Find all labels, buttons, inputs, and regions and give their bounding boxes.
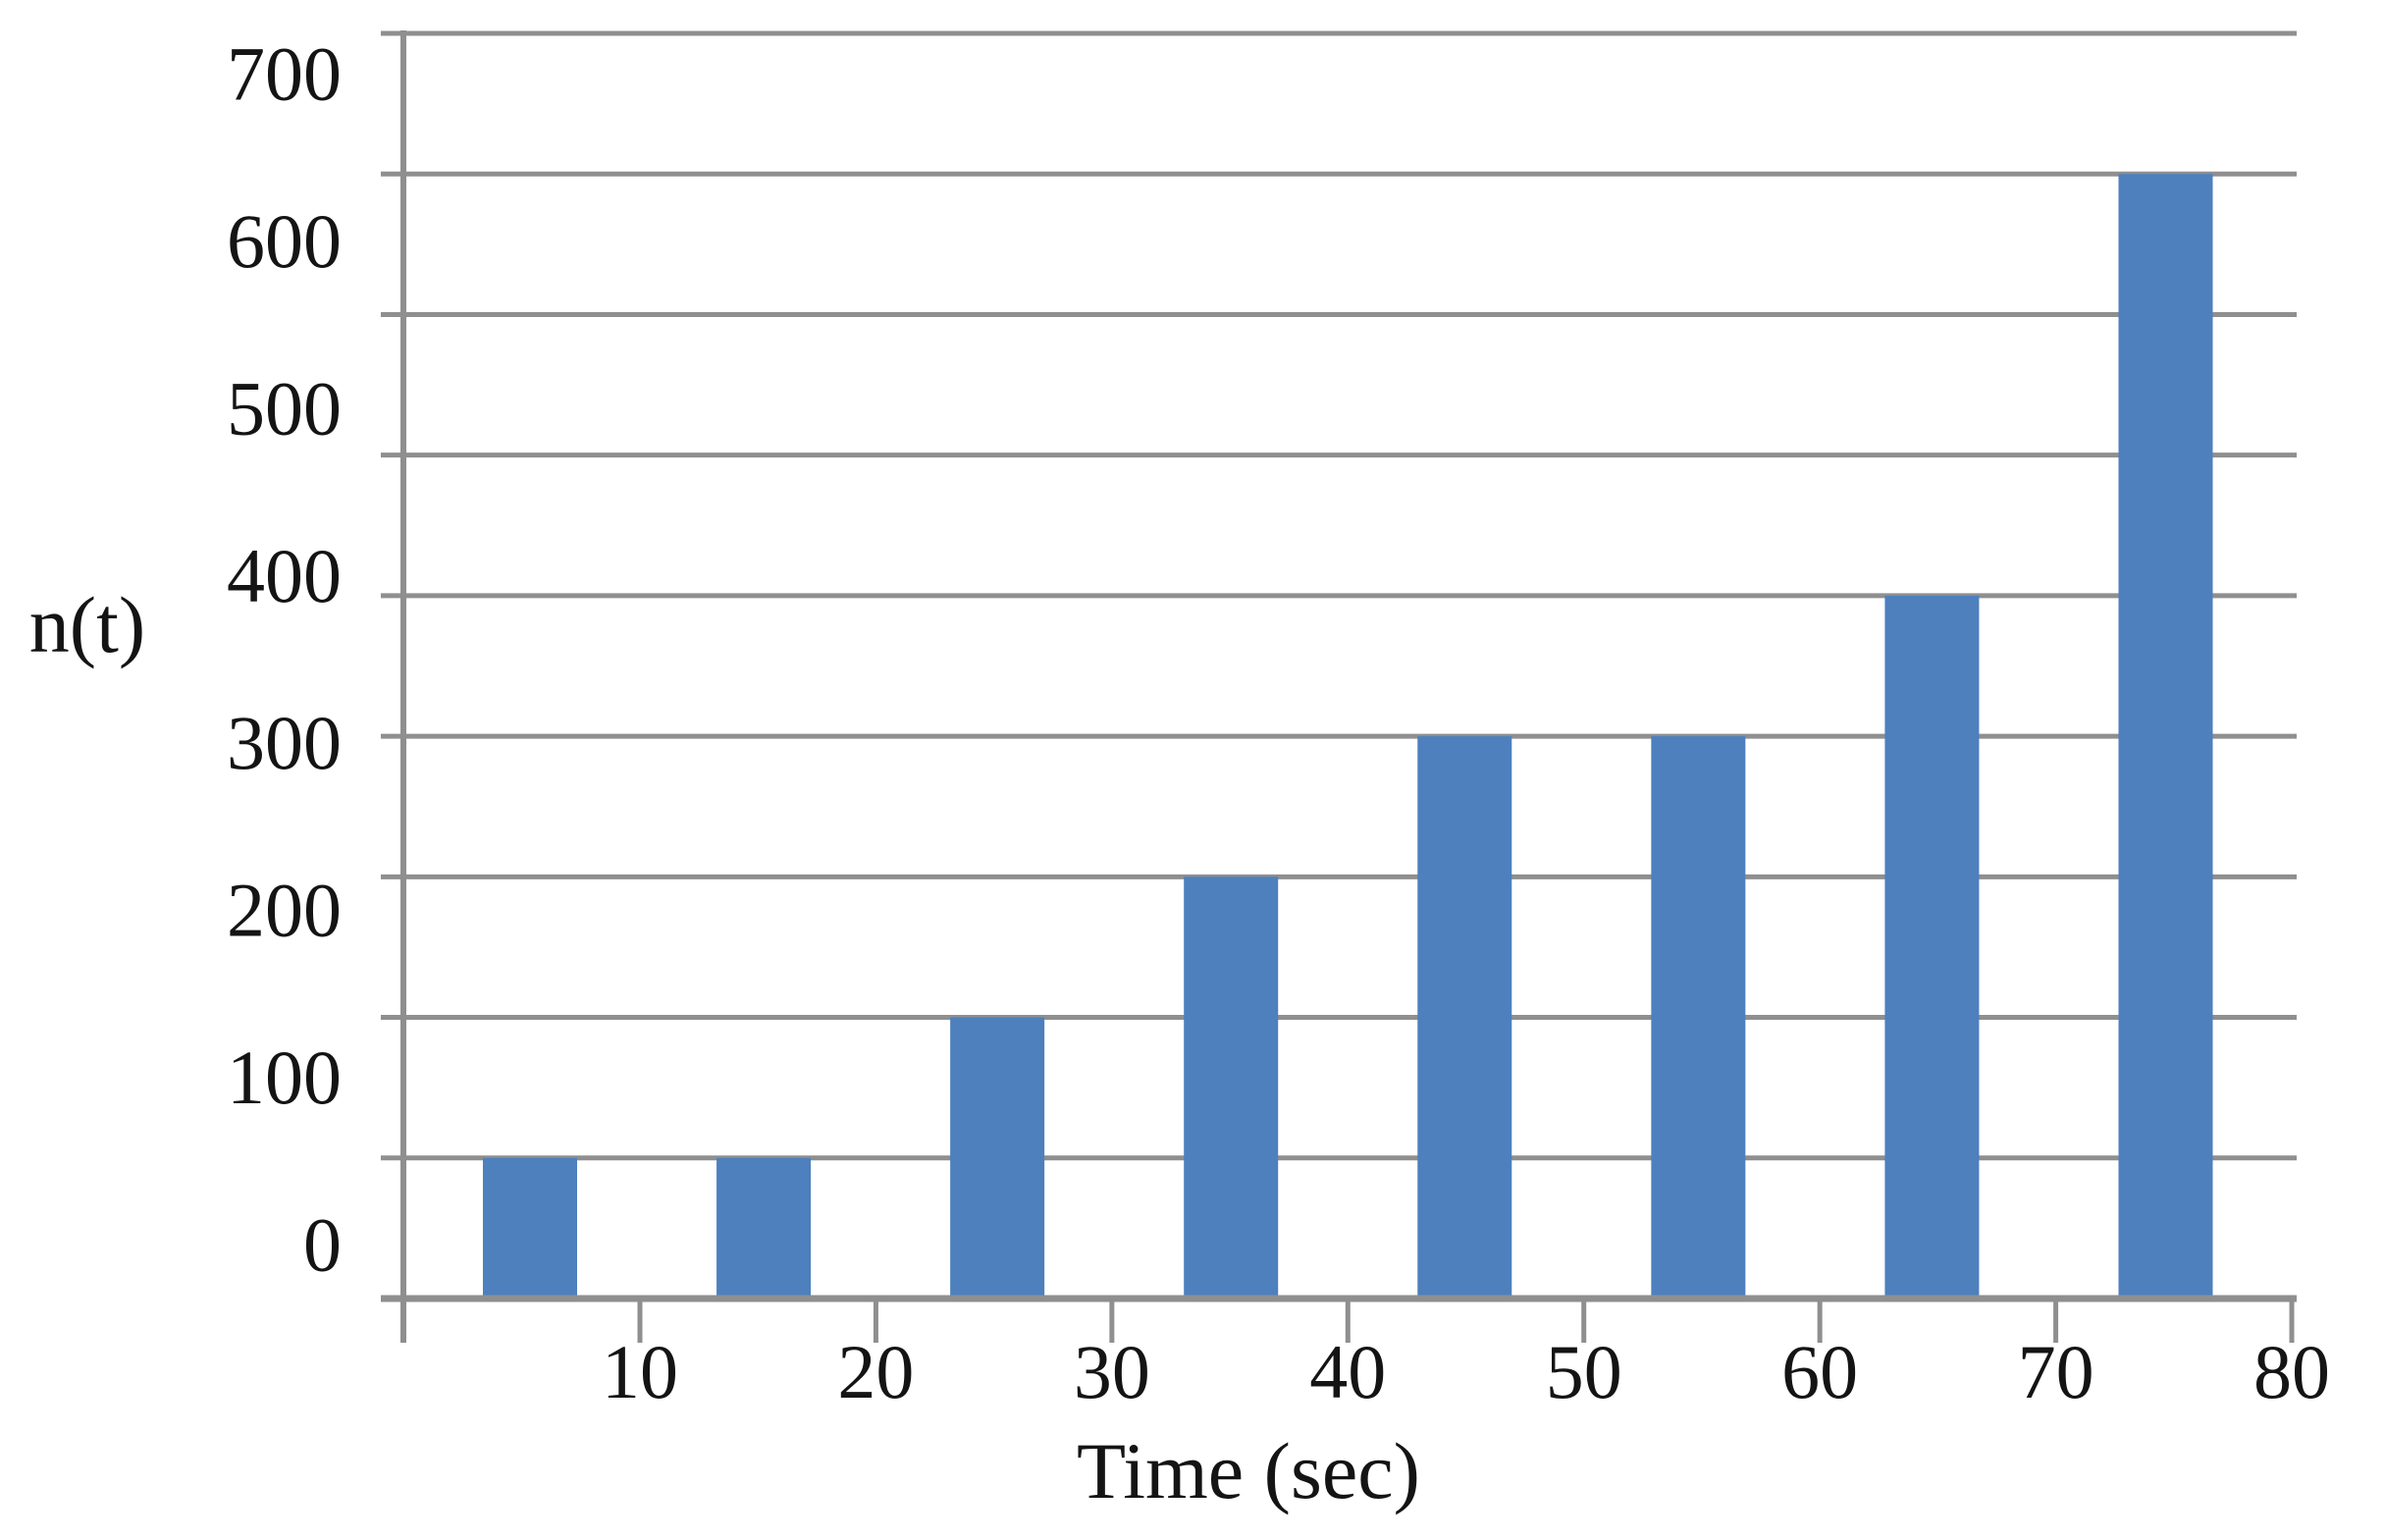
x-tick-label: 60	[1781, 1329, 1858, 1414]
x-tick-label: 50	[1546, 1329, 1622, 1414]
x-tick-label: 80	[2253, 1329, 2330, 1414]
bar	[1184, 876, 1279, 1299]
x-tick-label: 40	[1309, 1329, 1386, 1414]
bar	[483, 1157, 577, 1299]
y-tick-label: 600	[227, 198, 342, 284]
x-tick-label: 10	[602, 1329, 678, 1414]
bar	[1417, 736, 1512, 1299]
x-tick-label: 30	[1074, 1329, 1150, 1414]
bar	[716, 1157, 812, 1299]
x-tick-label: 20	[837, 1329, 914, 1414]
y-tick-label: 100	[227, 1035, 342, 1120]
bar	[1884, 595, 1980, 1299]
bar	[950, 1017, 1045, 1299]
y-tick-label: 200	[227, 868, 342, 953]
y-tick-label: 300	[227, 700, 342, 785]
bar	[2118, 174, 2213, 1300]
y-tick-label: 0	[303, 1202, 342, 1288]
y-tick-label: 400	[227, 533, 342, 618]
x-tick-label: 70	[2018, 1329, 2094, 1414]
y-tick-label: 700	[227, 31, 342, 117]
x-axis-title: Time (sec)	[1077, 1426, 1420, 1515]
bar	[1651, 736, 1746, 1299]
y-axis-title: n(t)	[28, 580, 146, 669]
y-tick-label: 500	[227, 365, 342, 451]
